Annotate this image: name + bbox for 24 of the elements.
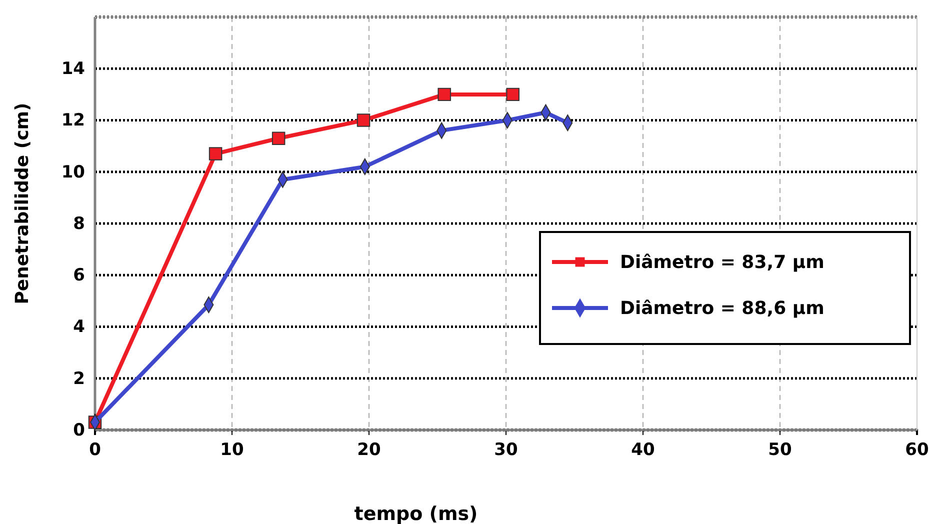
y-tick-label: 4 — [73, 317, 86, 338]
y-axis-title: Penetrabilidde (cm) — [12, 102, 33, 304]
x-tick-label: 20 — [357, 440, 381, 460]
x-axis-title: tempo (ms) — [354, 503, 478, 524]
x-tick-label: 30 — [494, 440, 518, 460]
point — [356, 114, 370, 127]
y-tick-label: 10 — [61, 162, 86, 182]
point — [438, 88, 451, 102]
x-tick-label: 60 — [905, 440, 929, 460]
y-tick-label: 8 — [73, 214, 85, 234]
y-tick-label: 6 — [73, 266, 85, 286]
x-tick-label: 0 — [89, 440, 102, 460]
x-tick-label: 50 — [768, 440, 792, 460]
y-tick-label: 12 — [61, 110, 85, 131]
point — [272, 132, 286, 145]
x-tick-label: 40 — [631, 440, 655, 460]
point — [506, 88, 520, 102]
point — [208, 147, 222, 160]
y-tick-label: 14 — [61, 59, 86, 80]
legend-label: Diâmetro = 83,7 μm — [620, 252, 824, 273]
x-tick-label: 10 — [220, 440, 244, 460]
y-tick-label: 2 — [73, 368, 85, 389]
legend-label: Diâmetro = 88,6 μm — [620, 298, 824, 319]
y-tick-label: 0 — [73, 420, 86, 440]
